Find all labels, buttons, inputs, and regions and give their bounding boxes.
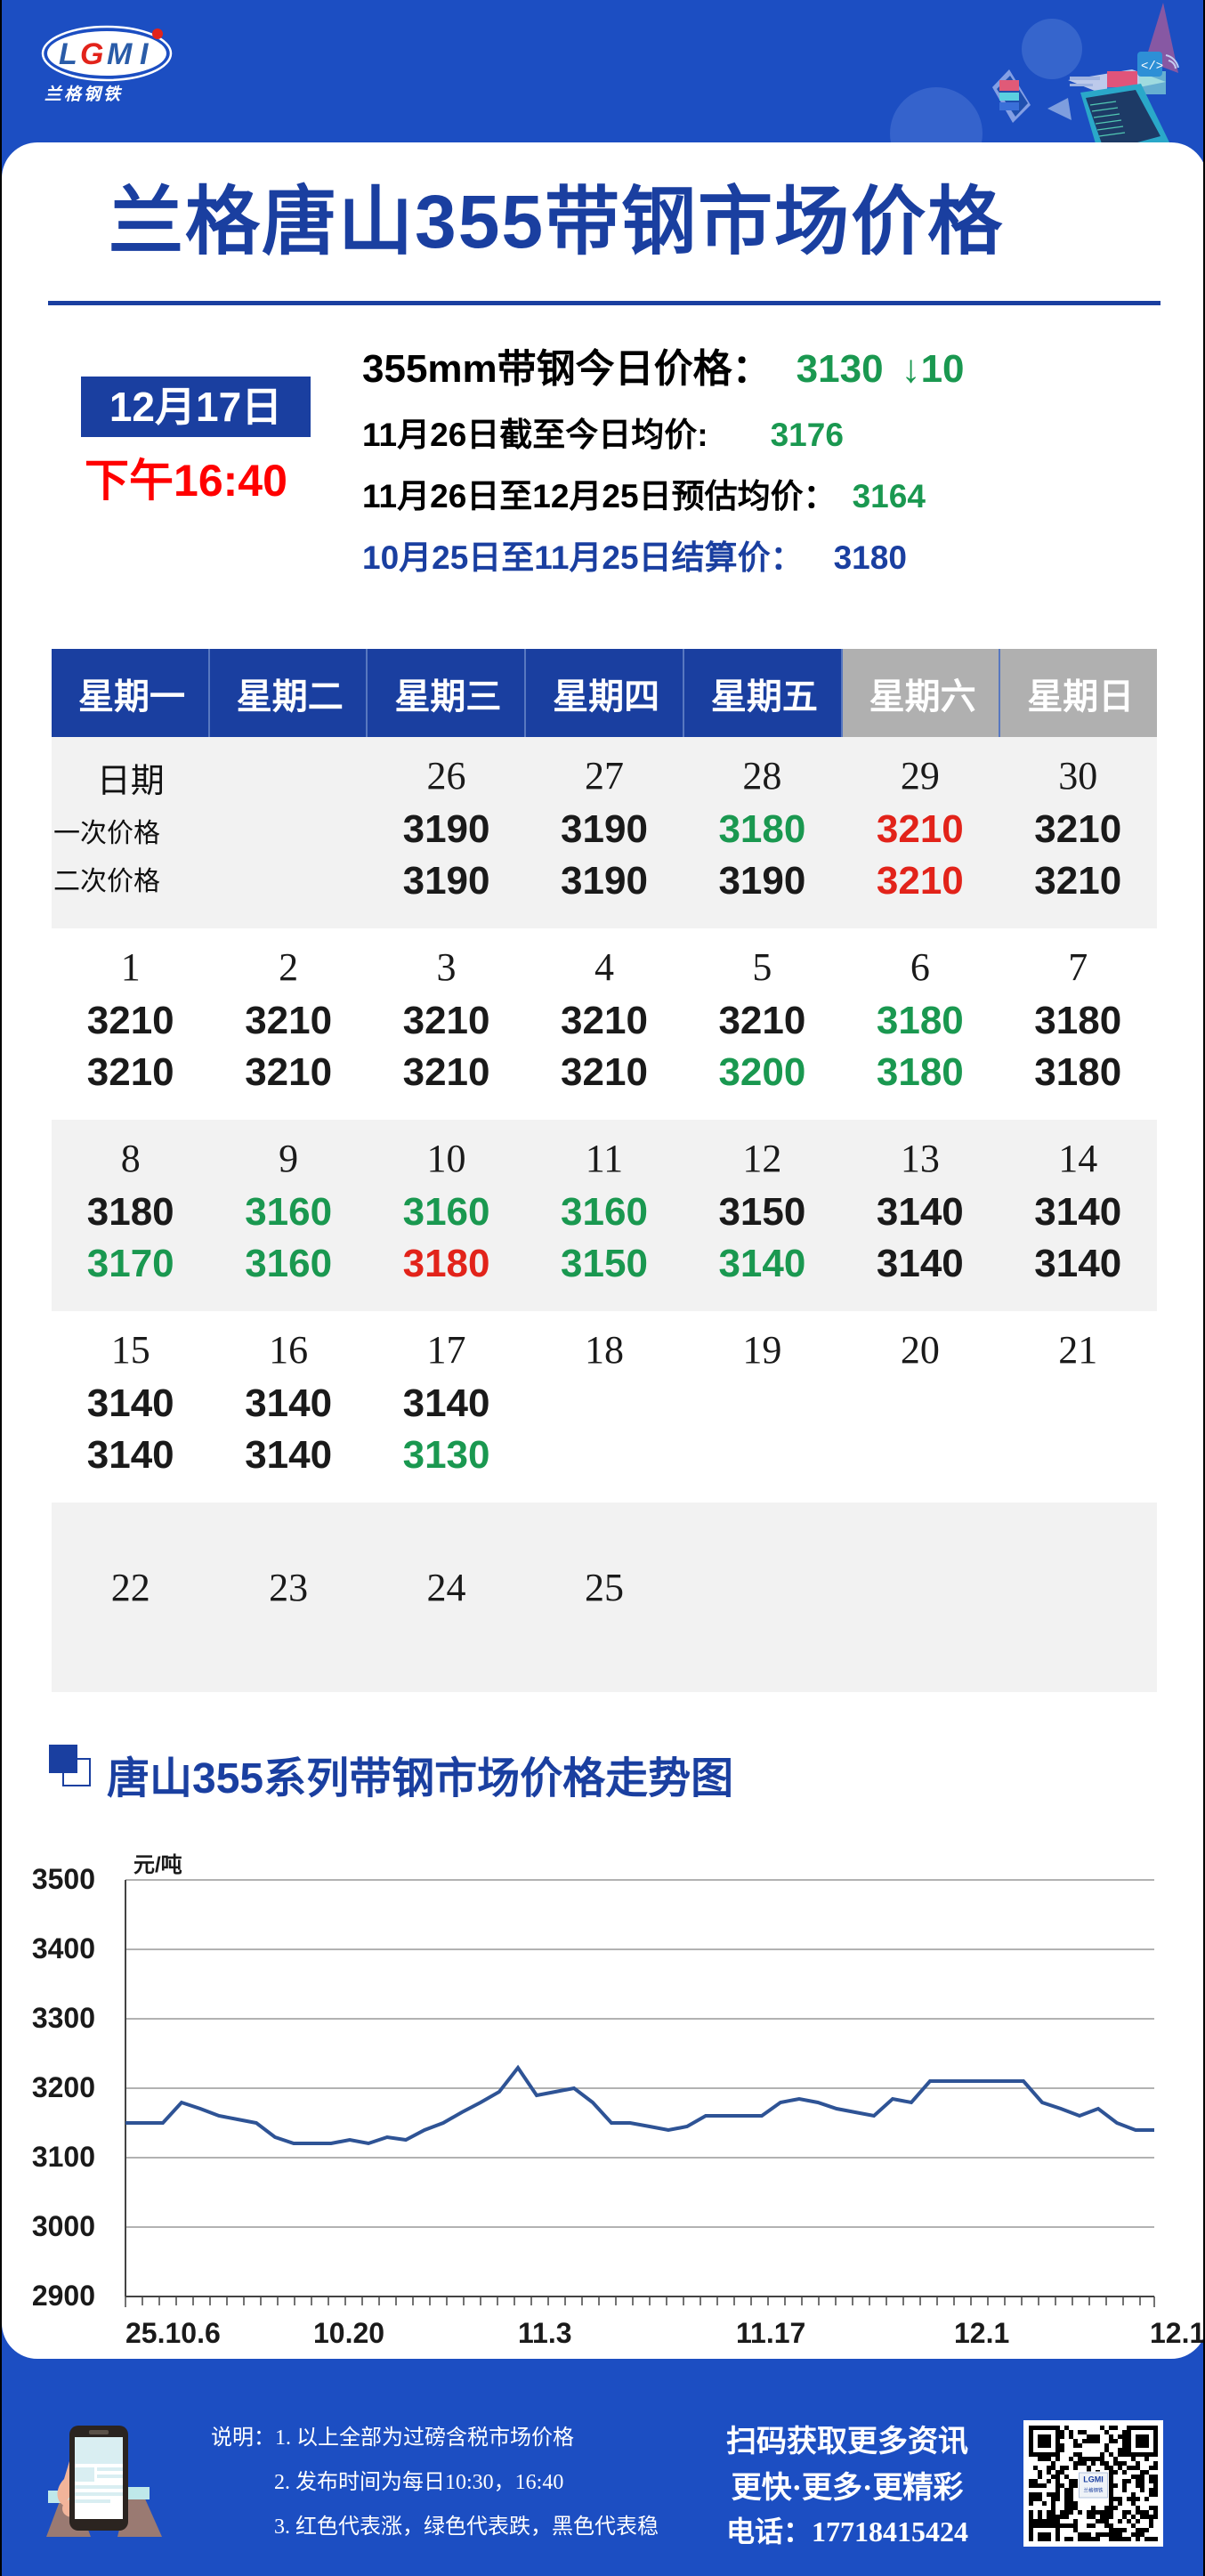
svg-text:3000: 3000: [32, 2210, 95, 2242]
svg-text:I: I: [140, 37, 150, 71]
svg-text:25.10.6: 25.10.6: [125, 2317, 221, 2349]
svg-text:3100: 3100: [32, 2141, 95, 2173]
svg-text:12.15: 12.15: [1150, 2317, 1205, 2349]
svg-text:3300: 3300: [32, 2002, 95, 2034]
svg-text:3200: 3200: [32, 2071, 95, 2103]
svg-text:L: L: [59, 37, 77, 71]
svg-text:11.17: 11.17: [736, 2317, 805, 2349]
svg-text:M: M: [107, 37, 133, 71]
svg-text:11.3: 11.3: [518, 2317, 572, 2349]
svg-text:G: G: [80, 37, 103, 71]
svg-text:12.1: 12.1: [954, 2317, 1009, 2349]
svg-text:10.20: 10.20: [313, 2317, 384, 2349]
svg-text:3500: 3500: [32, 1863, 95, 1895]
svg-text:3400: 3400: [32, 1932, 95, 1964]
svg-text:LGMI: LGMI: [1083, 2475, 1104, 2484]
svg-text:兰格钢铁: 兰格钢铁: [1083, 2487, 1104, 2494]
svg-text:</>: </>: [1141, 60, 1163, 74]
svg-text:2900: 2900: [32, 2280, 95, 2312]
